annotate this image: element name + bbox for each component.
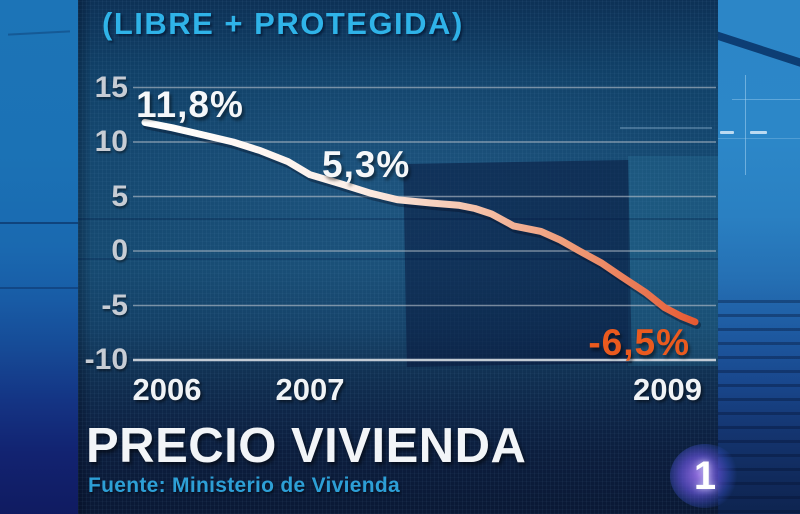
y-axis-tick-15: 15 bbox=[94, 70, 128, 104]
panel-seam-line bbox=[78, 218, 718, 220]
source-caption: Fuente: Ministerio de Vivienda bbox=[88, 474, 401, 497]
y-axis-tick-10: 10 bbox=[94, 125, 128, 158]
y-axis-tick--5: -5 bbox=[101, 288, 128, 322]
channel-logo: 1 bbox=[670, 444, 740, 508]
crosshair-dash bbox=[720, 131, 734, 134]
studio-background-right bbox=[698, 0, 800, 514]
chart-title: (LIBRE + PROTEGIDA) bbox=[102, 6, 464, 41]
page-title: PRECIO VIVIENDA bbox=[86, 419, 527, 473]
x-axis-label-2009: 2009 bbox=[633, 372, 702, 407]
panel-light-dash bbox=[620, 127, 712, 129]
crosshair-horizontal-line bbox=[732, 99, 800, 100]
crosshair-dash bbox=[750, 131, 767, 134]
y-axis-tick-5: 5 bbox=[111, 179, 128, 213]
data-label-mid: 5,3% bbox=[322, 144, 411, 185]
channel-logo-number: 1 bbox=[693, 453, 717, 498]
background-seam-line bbox=[7, 30, 71, 36]
background-seam-line bbox=[0, 287, 78, 289]
x-axis-label-2006: 2006 bbox=[132, 372, 202, 407]
y-axis-tick--10: -10 bbox=[84, 343, 128, 376]
data-label-end: -6,5% bbox=[588, 322, 690, 363]
crosshair-horizontal-line bbox=[718, 138, 800, 139]
panel-seam-line bbox=[78, 258, 718, 260]
y-axis-tick-0: 0 bbox=[111, 234, 128, 267]
studio-background-left bbox=[0, 0, 78, 514]
crosshair-vertical-line bbox=[745, 75, 746, 175]
x-axis-label-2007: 2007 bbox=[275, 372, 345, 407]
background-seam-line bbox=[0, 222, 78, 224]
data-label-start: 11,8% bbox=[136, 84, 244, 125]
